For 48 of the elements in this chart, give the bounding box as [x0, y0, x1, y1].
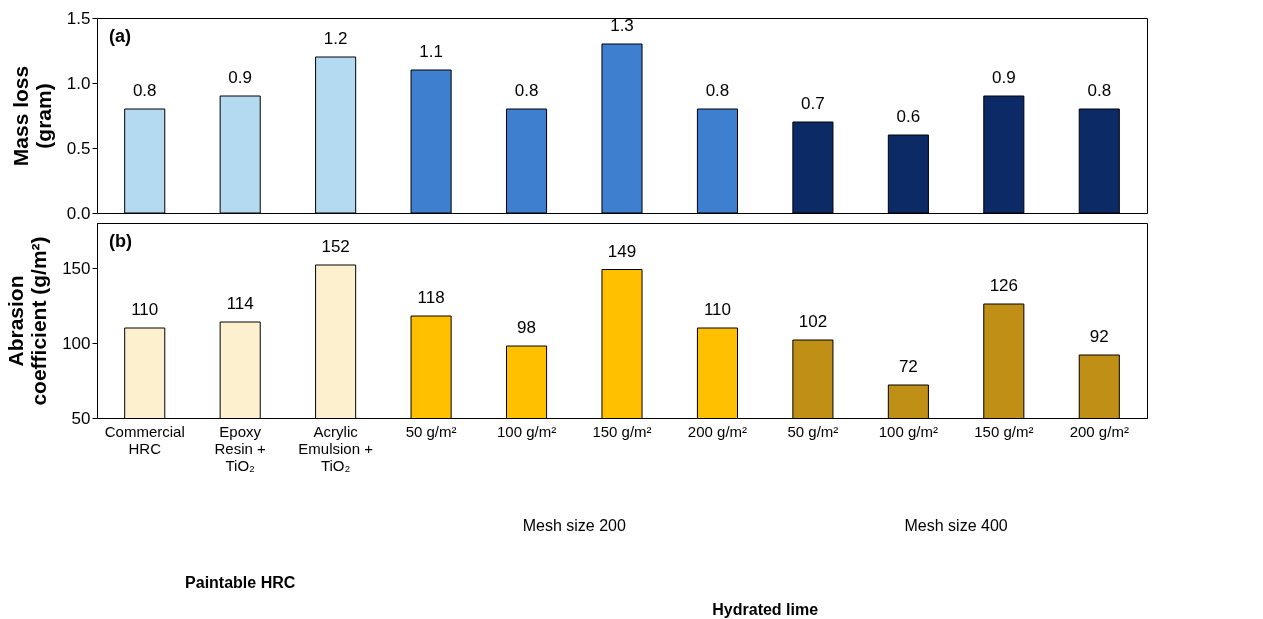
data-label: 72 — [898, 357, 918, 376]
data-label: 126 — [989, 276, 1019, 295]
x-tick-label: 200 g/m² — [687, 422, 748, 440]
text: Mesh size 400 — [904, 517, 1008, 534]
data-label: 110 — [703, 300, 732, 319]
y-axis-title: Mass loss (gram) — [8, 65, 55, 167]
data-label: 0.8 — [1087, 81, 1112, 100]
data-label: 118 — [417, 288, 445, 307]
x-tick-label: Commercial HRC — [104, 422, 185, 457]
x-tick-label: 150 g/m² — [592, 422, 652, 440]
data-label: 1.2 — [323, 29, 348, 48]
chart-title: (a) — [109, 26, 131, 46]
data-label: 0.8 — [132, 81, 157, 100]
text: Hydrated lime — [712, 601, 819, 618]
y-axis-title: Abrasion coefficient (g/m²) — [4, 236, 51, 406]
y-tick-label: 0.0 — [66, 203, 91, 223]
data-label: 149 — [607, 241, 637, 261]
data-label: 0.9 — [992, 68, 1016, 87]
x-tick-label: 150 g/m² — [974, 422, 1034, 440]
data-label: 110 — [131, 300, 159, 319]
x-tick-label: Epoxy Resin + TiO₂ — [214, 422, 267, 474]
x-tick-label: 200 g/m² — [1069, 422, 1129, 440]
chart-title: (b) — [109, 231, 132, 251]
y-tick-label: 150 — [62, 258, 91, 278]
data-label: 114 — [226, 294, 254, 313]
data-label: 102 — [798, 312, 828, 331]
data-label: 152 — [321, 237, 350, 256]
data-label: 0.6 — [896, 107, 921, 126]
data-label: 1.3 — [610, 16, 634, 35]
y-tick-label: 100 — [62, 333, 91, 353]
y-tick-label: 1.0 — [66, 73, 91, 93]
data-label: 0.8 — [514, 81, 539, 100]
x-tick-label: 50 g/m² — [405, 422, 457, 440]
y-tick-label: 1.5 — [66, 8, 91, 28]
data-label: 1.1 — [419, 42, 443, 61]
text: Mesh size 200 — [522, 517, 626, 534]
x-tick-label: 100 g/m² — [878, 422, 938, 440]
x-tick-label: 50 g/m² — [787, 422, 839, 440]
y-tick-label: 50 — [71, 408, 91, 428]
data-label: 0.9 — [228, 68, 252, 87]
data-label: 0.8 — [705, 81, 730, 100]
x-tick-label: 100 g/m² — [496, 422, 557, 440]
x-tick-label: Acrylic Emulsion + TiO₂ — [298, 422, 374, 474]
data-label: 98 — [517, 318, 537, 337]
data-label: 92 — [1089, 327, 1109, 346]
data-label: 0.7 — [801, 94, 825, 113]
text: Paintable HRC — [185, 574, 296, 591]
y-tick-label: 0.5 — [66, 138, 91, 158]
